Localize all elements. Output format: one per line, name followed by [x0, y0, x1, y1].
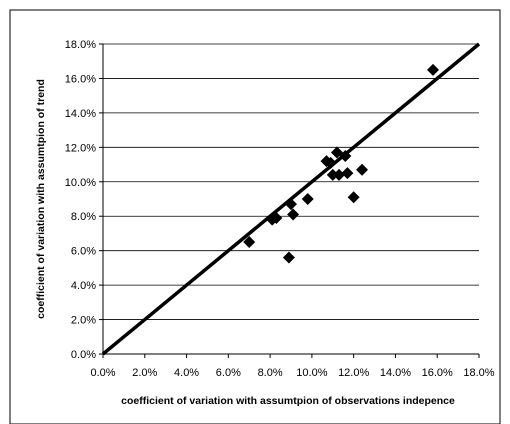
data-point — [339, 149, 352, 162]
chart-frame — [9, 9, 501, 424]
x-tick-label: 16.0% — [422, 367, 453, 379]
x-tick-label: 0.0% — [90, 367, 115, 379]
y-tick-label: 14.0% — [65, 108, 96, 120]
data-point — [301, 193, 314, 205]
data-point — [326, 168, 339, 181]
data-points — [243, 63, 440, 264]
data-point — [347, 191, 360, 204]
plot-area — [102, 44, 479, 355]
gridlines — [103, 43, 479, 320]
x-tick-label: 6.0% — [216, 367, 241, 379]
x-axis-label: coefficient of variation with assumtpion… — [121, 395, 455, 407]
y-tick-label: 16.0% — [65, 73, 96, 85]
data-point — [285, 198, 297, 211]
x-tick-labels: 0.0% 2.0% 4.0% 6.0% 8.0% 10.0% 12.0% 14.0% 16.0%… — [90, 354, 495, 379]
x-tick-label: 4.0% — [174, 367, 199, 379]
data-point — [333, 168, 346, 181]
y-tick-label: 0.0% — [71, 349, 96, 361]
data-point — [270, 211, 283, 224]
y-tick-label: 4.0% — [71, 280, 96, 292]
y-tick-label: 12.0% — [65, 142, 96, 154]
x-tick-label: 10.0% — [296, 367, 327, 379]
y-axis-label: coefficient of variation with assumtpion… — [35, 79, 47, 319]
x-tick-label: 12.0% — [338, 367, 369, 379]
y-tick-label: 6.0% — [71, 246, 96, 258]
data-point — [243, 236, 256, 249]
y-tick-labels: 0.0% 2.0% 4.0% 6.0% 8.0% 10.0% 12.0% 14.0% 16.0%… — [65, 39, 103, 361]
y-tick-label: 10.0% — [65, 177, 96, 189]
data-point — [341, 167, 354, 180]
data-point — [324, 156, 337, 169]
x-tick-label: 2.0% — [132, 367, 157, 379]
y-tick-label: 18.0% — [65, 39, 96, 51]
y-tick-label: 8.0% — [71, 211, 96, 223]
data-point — [356, 163, 369, 176]
data-point — [282, 251, 295, 264]
y-tick-label: 2.0% — [71, 315, 96, 327]
x-tick-label: 18.0% — [463, 367, 494, 379]
data-point — [287, 208, 300, 221]
data-point — [427, 63, 440, 76]
x-tick-label: 8.0% — [258, 367, 283, 379]
x-tick-label: 14.0% — [380, 367, 411, 379]
